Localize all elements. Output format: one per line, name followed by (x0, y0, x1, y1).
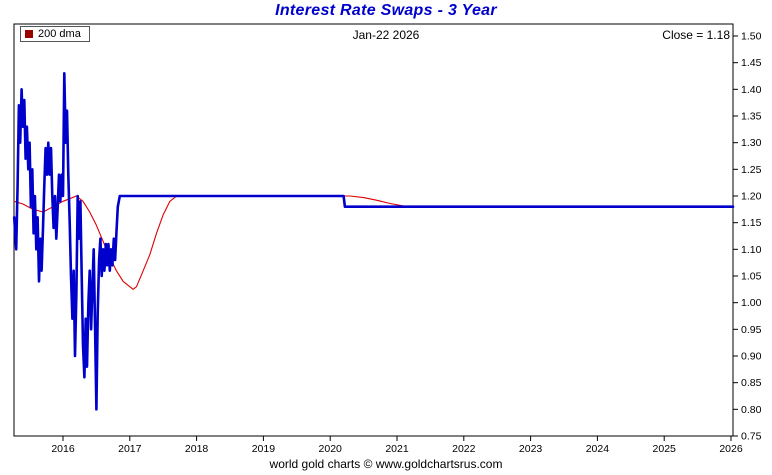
y-axis-label: 0.90 (741, 351, 762, 363)
x-axis-label: 2025 (653, 443, 677, 455)
date-annotation: Jan-22 2026 (352, 28, 420, 42)
x-axis-label: 2021 (385, 443, 409, 455)
x-axis-label: 2022 (452, 443, 476, 455)
legend-swatch-icon (25, 30, 33, 38)
y-axis-label: 1.30 (741, 137, 762, 149)
y-axis-label: 1.05 (741, 271, 762, 283)
y-axis-label: 0.80 (741, 404, 762, 416)
chart-title: Interest Rate Swaps - 3 Year (275, 2, 497, 19)
x-axis-label: 2016 (51, 443, 75, 455)
x-axis-label: 2023 (519, 443, 543, 455)
x-axis-label: 2020 (319, 443, 343, 455)
y-axis-label: 1.15 (741, 217, 762, 229)
series-line-1 (12, 72, 735, 411)
y-axis-label: 1.50 (741, 31, 762, 43)
y-axis-label: 0.95 (741, 324, 762, 336)
y-axis-label: 0.75 (741, 431, 762, 443)
footer-credit: world gold charts © www.goldchartsrus.co… (269, 457, 503, 471)
legend-box: 200 dma (20, 26, 90, 42)
x-axis-label: 2026 (719, 443, 743, 455)
y-axis-label: 1.45 (741, 57, 762, 69)
y-axis-label: 1.25 (741, 164, 762, 176)
y-axis-label: 1.10 (741, 244, 762, 256)
legend-label: 200 dma (38, 28, 81, 40)
x-axis-label: 2019 (252, 443, 276, 455)
y-axis-label: 1.40 (741, 84, 762, 96)
plot-border (13, 23, 734, 437)
y-axis-label: 0.85 (741, 377, 762, 389)
y-axis-label: 1.35 (741, 111, 762, 123)
y-axis-label: 1.20 (741, 191, 762, 203)
x-axis-label: 2024 (586, 443, 610, 455)
close-annotation: Close = 1.18 (662, 28, 730, 42)
x-axis-label: 2018 (185, 443, 209, 455)
series-line-0 (13, 195, 734, 290)
x-axis-label: 2017 (118, 443, 142, 455)
y-axis-label: 1.00 (741, 297, 762, 309)
